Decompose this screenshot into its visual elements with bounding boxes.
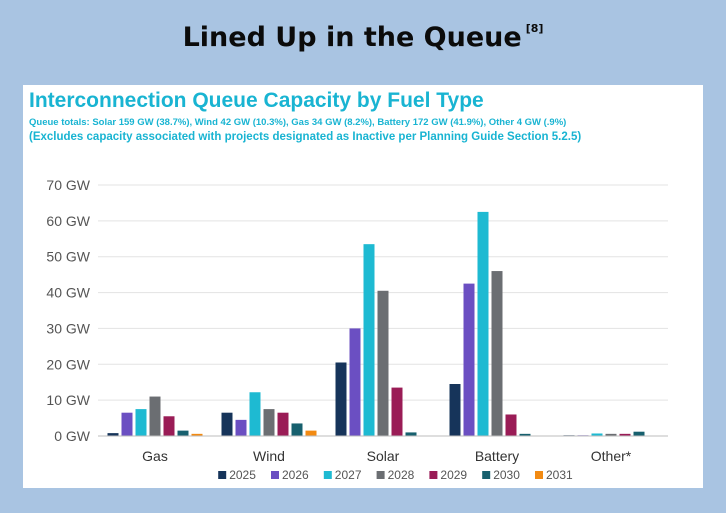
bar-2026-gas	[121, 412, 133, 436]
bar-2030-battery	[519, 433, 531, 436]
legend-label-2025: 2025	[229, 468, 256, 482]
y-tick-label: 0 GW	[54, 428, 91, 444]
bar-2027-wind	[249, 392, 261, 436]
y-tick-label: 60 GW	[46, 213, 90, 229]
x-category-label: Other*	[591, 448, 632, 464]
legend-swatch-2031	[535, 471, 543, 479]
bar-2027-solar	[363, 244, 375, 436]
bar-2027-other	[591, 433, 603, 436]
bar-2026-battery	[463, 283, 475, 436]
bar-2029-wind	[277, 412, 289, 436]
bar-2025-solar	[335, 362, 347, 436]
bar-2028-other	[605, 433, 617, 436]
bar-2025-wind	[221, 412, 233, 436]
legend-label-2026: 2026	[282, 468, 309, 482]
chart-panel: Interconnection Queue Capacity by Fuel T…	[23, 85, 703, 488]
bar-2028-wind	[263, 409, 275, 436]
legend-label-2028: 2028	[388, 468, 415, 482]
bar-2029-battery	[505, 414, 517, 436]
bar-2031-wind	[305, 430, 317, 436]
legend-swatch-2029	[429, 471, 438, 479]
exclusion-note: (Excludes capacity associated with proje…	[29, 131, 582, 143]
legend-swatch-2027	[323, 471, 332, 479]
bar-2028-gas	[149, 396, 161, 436]
legend-swatch-2028	[376, 471, 385, 479]
slide-title: Lined Up in the Queue [8]	[0, 22, 726, 53]
legend-label-2030: 2030	[493, 468, 520, 482]
y-tick-label: 70 GW	[46, 177, 90, 193]
y-tick-label: 50 GW	[46, 249, 90, 265]
bar-2029-other	[619, 433, 631, 436]
slide-title-text: Lined Up in the Queue	[182, 22, 522, 53]
x-category-label: Gas	[142, 448, 168, 464]
legend-label-2031: 2031	[546, 468, 573, 482]
footnote-ref: [8]	[525, 22, 544, 35]
bar-2026-solar	[349, 328, 361, 436]
bar-2030-other	[633, 431, 645, 436]
x-category-label: Solar	[367, 448, 400, 464]
bar-2030-wind	[291, 423, 303, 436]
bar-2027-battery	[477, 211, 489, 436]
bar-2030-gas	[177, 430, 189, 436]
bar-chart: 0 GW 10 GW 20 GW 30 GW 40 GW 50 GW 60 GW 70 GW G…	[46, 177, 668, 482]
bar-2029-gas	[163, 416, 175, 436]
y-tick-label: 40 GW	[46, 285, 90, 301]
bar-2025-gas	[107, 433, 119, 436]
legend-label-2029: 2029	[440, 468, 467, 482]
legend-label-2027: 2027	[335, 468, 362, 482]
bar-2028-solar	[377, 290, 389, 436]
legend-swatch-2030	[482, 471, 491, 479]
y-tick-label: 20 GW	[46, 356, 90, 372]
bar-2030-solar	[405, 432, 417, 436]
bar-2031-gas	[191, 433, 203, 436]
bar-2025-battery	[449, 384, 461, 436]
bar-2026-wind	[235, 419, 247, 436]
legend-swatch-2025	[218, 471, 227, 479]
chart-title: Interconnection Queue Capacity by Fuel T…	[29, 89, 484, 112]
bar-2029-solar	[391, 387, 403, 436]
x-category-label: Wind	[253, 448, 285, 464]
legend-swatch-2026	[271, 471, 279, 479]
y-tick-label: 10 GW	[46, 392, 90, 408]
x-category-label: Battery	[475, 448, 519, 464]
bar-2028-battery	[491, 271, 503, 436]
queue-totals-text: Queue totals: Solar 159 GW (38.7%), Wind…	[29, 117, 567, 128]
y-tick-label: 30 GW	[46, 320, 90, 336]
bar-2027-gas	[135, 409, 147, 436]
